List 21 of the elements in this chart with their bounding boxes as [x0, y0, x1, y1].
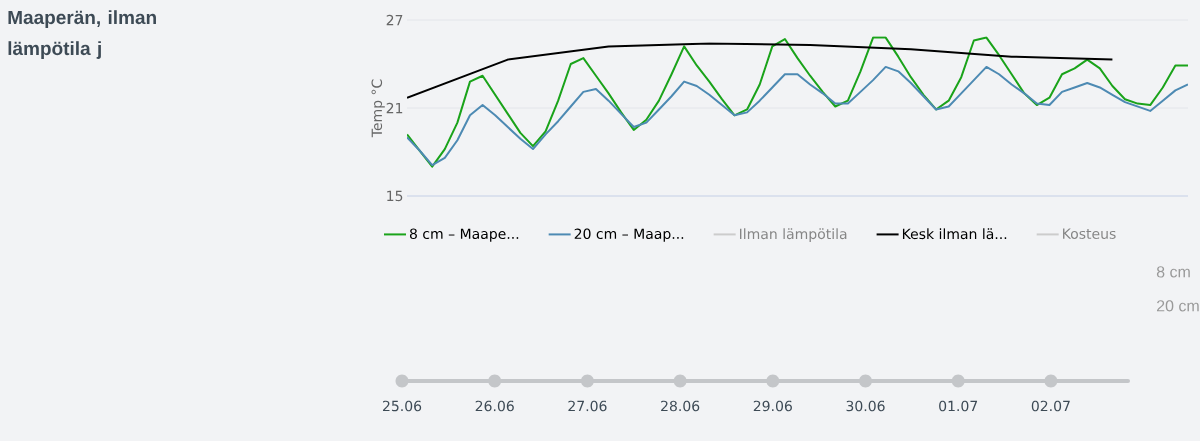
text: 30.06 [846, 400, 885, 412]
legend-label: 20 cm – Maap... [574, 228, 684, 242]
line-series [407, 42, 1114, 99]
text: 26.06 [475, 400, 514, 412]
y-tick-label: 27 [386, 14, 403, 26]
text: 27.06 [568, 400, 607, 412]
legend-label: Kesk ilman lä... [902, 228, 1007, 240]
legend-label: Ilman lämpötila [740, 228, 847, 242]
text: Maaperän, ilman lämpötila j [8, 10, 156, 59]
legend-label: 8 cm – Maape... [409, 228, 519, 242]
legend-label: Kosteus [1063, 228, 1116, 239]
y-axis-title: Temp °C [371, 79, 385, 138]
text: 02.07 [1031, 400, 1070, 412]
y-tick-label: 21 [386, 102, 403, 114]
text: 8 cm [1156, 266, 1190, 278]
y-tick-label: 15 [387, 190, 403, 202]
text: 25.06 [382, 400, 422, 412]
text: 28.06 [661, 400, 700, 412]
text: 29.06 [753, 400, 792, 412]
text: 01.07 [939, 400, 978, 412]
text: 20 cm [1157, 300, 1199, 312]
